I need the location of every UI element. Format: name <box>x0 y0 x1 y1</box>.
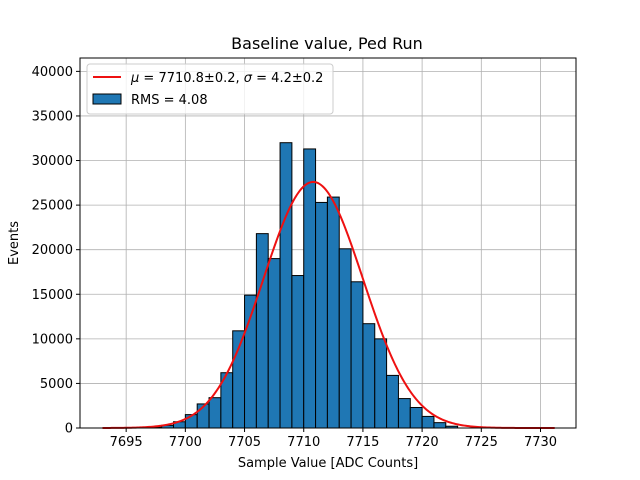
y-tick-label: 15000 <box>32 288 73 303</box>
histogram-bar <box>326 196 340 429</box>
histogram-bar <box>303 148 317 429</box>
x-tick-label: 7715 <box>346 435 379 450</box>
histogram-bar <box>433 422 447 429</box>
histogram-bar <box>350 281 364 429</box>
y-tick-label: 30000 <box>32 154 73 169</box>
y-tick-label: 0 <box>65 422 73 437</box>
y-tick-label: 20000 <box>32 243 73 258</box>
histogram-bar <box>374 338 388 429</box>
legend-mu-symbol: μ <box>130 71 139 86</box>
x-tick-label: 7730 <box>524 435 557 450</box>
legend-sigma-text: = 4.2±0.2 <box>252 71 323 86</box>
y-axis-label: Events <box>7 221 22 265</box>
legend-hist-label: RMS = 4.08 <box>131 93 208 108</box>
y-tick-label: 40000 <box>32 65 73 80</box>
histogram-bar <box>362 323 376 429</box>
x-tick-label: 7695 <box>110 435 143 450</box>
plot-frame <box>79 57 577 429</box>
histogram-bar <box>386 374 399 429</box>
y-axis-ticks: 0 5000 10000 15000 20000 25000 30000 35000 40000 <box>32 65 80 437</box>
histogram-bar <box>208 397 222 429</box>
histogram-bar <box>421 415 435 429</box>
histogram-bar <box>315 201 328 429</box>
y-tick-label: 25000 <box>32 199 73 214</box>
legend: μ = 7710.8±0.2, σ = 4.2±0.2 RMS = 4.08 <box>86 63 334 115</box>
legend-fit-label: μ = 7710.8±0.2, σ = 4.2±0.2 <box>130 71 323 86</box>
x-tick-label: 7700 <box>169 435 202 450</box>
x-axis-label: Sample Value [ADC Counts] <box>238 456 418 471</box>
x-tick-label: 7710 <box>287 435 320 450</box>
x-tick-label: 7720 <box>406 435 439 450</box>
histogram-bar <box>338 248 352 429</box>
histogram-bar <box>397 398 411 429</box>
x-axis-ticks: 7695 7700 7705 7710 7715 7720 7725 7730 <box>110 428 557 450</box>
fit-curve-group <box>102 180 555 429</box>
y-tick-label: 10000 <box>32 332 73 347</box>
gaussian-fit-curve <box>102 180 555 429</box>
y-tick-label: 35000 <box>32 109 73 124</box>
histogram-bar <box>232 330 246 429</box>
histogram-bar <box>291 275 305 429</box>
histogram-bar <box>409 406 423 429</box>
histogram-bar <box>255 233 269 429</box>
legend-box <box>86 63 334 115</box>
histogram-bar <box>267 258 281 429</box>
y-tick-label: 5000 <box>40 377 73 392</box>
legend-sigma-symbol: σ <box>244 71 253 86</box>
chart-title: Baseline value, Ped Run <box>231 34 423 53</box>
histogram-bars <box>149 142 459 429</box>
legend-hist-swatch <box>92 93 122 105</box>
legend-mu-text: = 7710.8±0.2, <box>139 71 243 86</box>
x-tick-label: 7725 <box>465 435 498 450</box>
histogram-bar <box>279 142 293 429</box>
x-tick-label: 7705 <box>228 435 261 450</box>
